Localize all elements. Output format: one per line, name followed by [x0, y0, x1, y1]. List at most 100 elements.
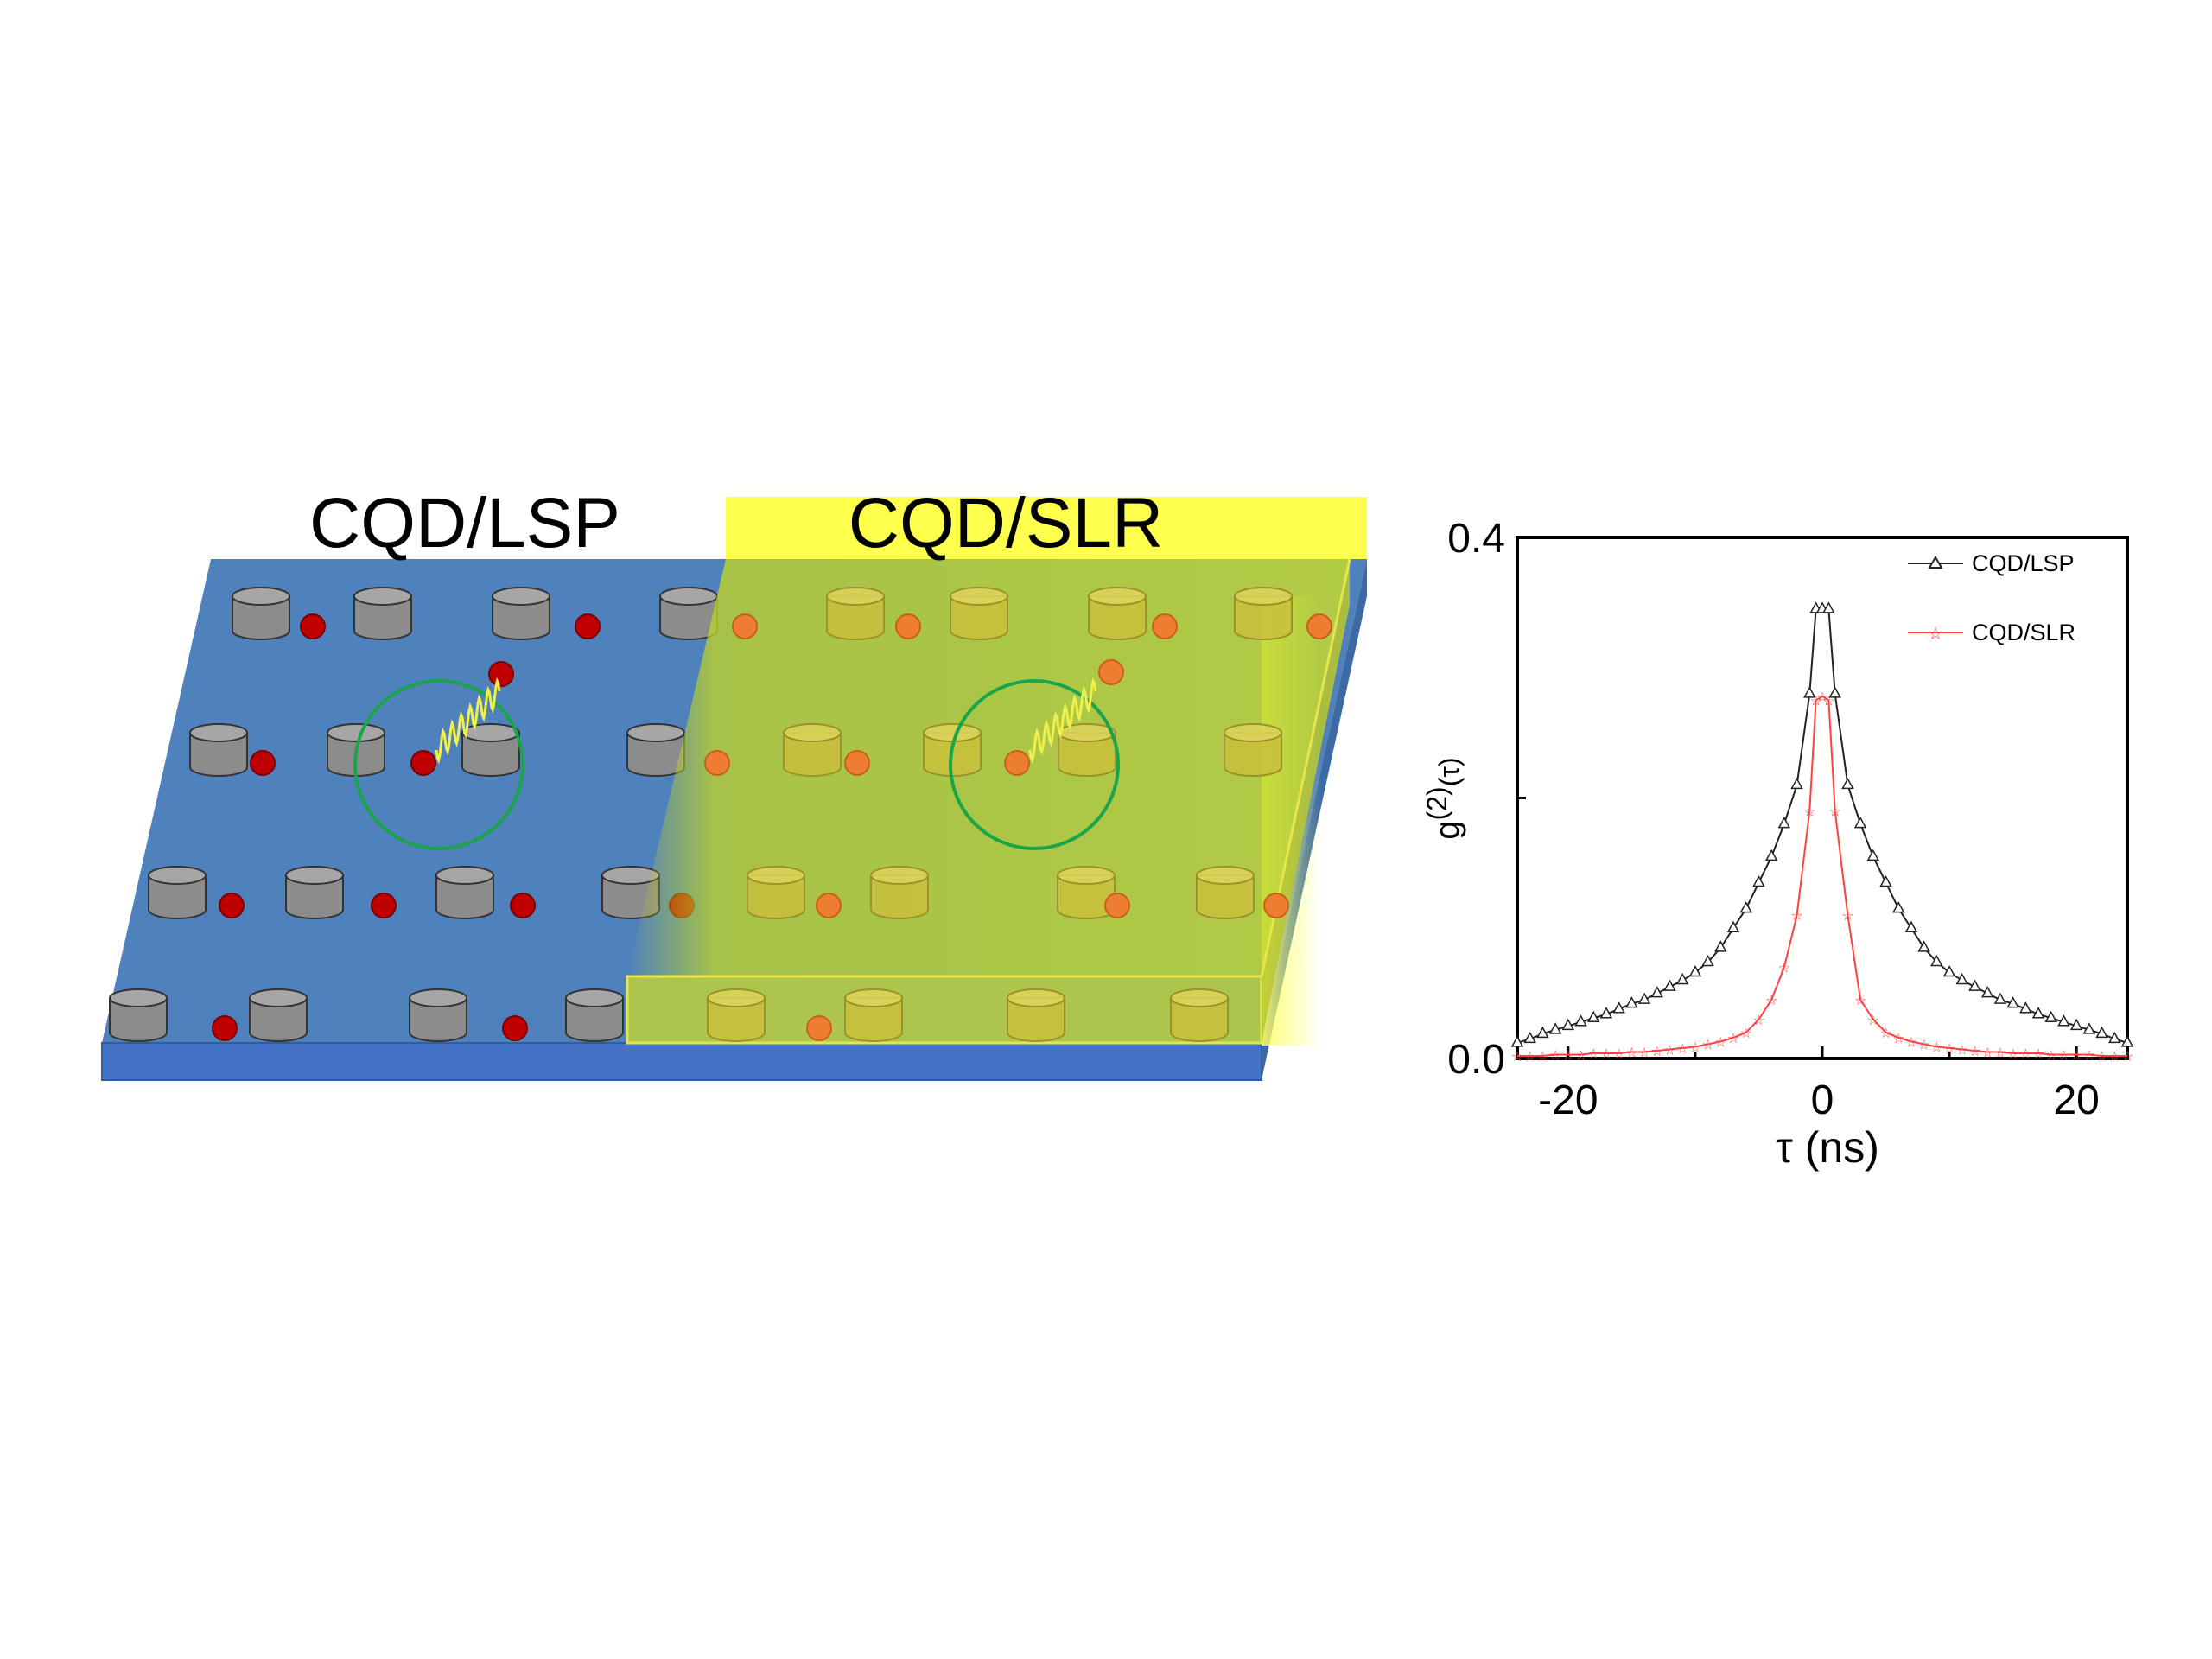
data-point-lsp — [1726, 920, 1740, 932]
chart-series: ☆ ☆ ☆ ☆ ☆ ☆ ☆ ☆ ☆ ☆ ☆ ☆ ☆ ☆ ☆ ☆ ☆ ☆ ☆☆☆☆☆☆☆☆☆☆☆☆☆☆ ☆ ☆ ☆ ☆ ☆ ☆ ☆ ☆… — [1510, 601, 2134, 1065]
nanopillar — [565, 988, 624, 1042]
data-point-slr: ☆ — [1822, 694, 1834, 709]
nanopillar-gold — [844, 988, 903, 1042]
nanopillar-gold — [950, 587, 1008, 640]
data-point-slr: ☆ — [1854, 994, 1866, 1008]
quantum-dot-red — [510, 893, 536, 918]
data-point-slr: ☆ — [1651, 1045, 1663, 1059]
slr-film-side — [1262, 559, 1350, 1043]
data-point-slr: ☆ — [1943, 1042, 1955, 1057]
data-point-lsp — [2006, 996, 2019, 1008]
quantum-dot-orange — [1004, 750, 1030, 776]
series-line-1 — [1517, 695, 2127, 1057]
data-point-lsp — [1739, 901, 1753, 913]
quantum-dot-orange — [1098, 659, 1124, 685]
data-point-lsp — [1675, 972, 1689, 985]
data-point-lsp — [1904, 920, 1918, 932]
data-point-lsp — [2044, 1010, 2058, 1023]
nanopillar — [659, 587, 718, 640]
data-point-slr: ☆ — [1917, 1038, 1929, 1052]
data-point-lsp — [1942, 964, 1956, 977]
nanopillar-gold — [826, 587, 885, 640]
data-point-slr: ☆ — [1841, 909, 1853, 924]
data-point-lsp — [1574, 1014, 1587, 1027]
data-point-lsp — [1510, 1035, 1524, 1047]
data-point-lsp — [1752, 874, 1765, 887]
data-point-lsp — [1866, 849, 1880, 861]
data-point-lsp — [2108, 1031, 2121, 1044]
x-tick-label: 0 — [1811, 1077, 1834, 1123]
data-point-slr: ☆ — [1740, 1027, 1752, 1041]
legend-marker-lsp — [1928, 556, 1943, 569]
data-point-slr: ☆ — [1981, 1046, 1993, 1060]
nanopillar-gold — [1007, 988, 1065, 1042]
legend-label-lsp: CQD/LSP — [1972, 550, 2075, 576]
data-point-slr: ☆ — [1689, 1040, 1701, 1055]
quantum-dot-red — [575, 613, 601, 639]
plot-frame — [1516, 536, 2129, 1060]
quantum-dot-orange — [806, 1015, 832, 1041]
data-point-slr: ☆ — [1600, 1047, 1612, 1062]
data-point-lsp — [1917, 940, 1930, 952]
legend-label-slr: CQD/SLR — [1972, 620, 2075, 645]
nanopillar — [285, 866, 344, 919]
quantum-dot-orange — [1263, 893, 1289, 918]
svg-text:g(2)(τ): g(2)(τ) — [1421, 757, 1466, 839]
data-point-lsp — [1586, 1010, 1600, 1023]
nanopillar-gold — [1088, 587, 1147, 640]
slr-banner — [726, 497, 1367, 559]
data-point-slr: ☆ — [2070, 1048, 2082, 1063]
data-point-slr: ☆ — [1663, 1043, 1675, 1058]
data-point-slr: ☆ — [1994, 1046, 2006, 1060]
data-point-slr: ☆ — [1765, 994, 1777, 1008]
data-point-lsp — [1548, 1022, 1562, 1034]
data-point-slr: ☆ — [1549, 1048, 1561, 1063]
nanopillar-array — [109, 587, 718, 1042]
data-point-lsp — [1701, 954, 1714, 967]
data-point-lsp — [1980, 986, 1994, 998]
quantum-dot-red — [410, 750, 436, 776]
data-point-slr: ☆ — [1892, 1032, 1904, 1046]
slr-film-top — [627, 559, 1350, 976]
data-point-lsp — [1612, 1001, 1625, 1014]
data-point-slr: ☆ — [2019, 1047, 2031, 1062]
data-point-lsp — [1930, 954, 1943, 967]
nanopillar-gold — [1170, 988, 1229, 1042]
data-point-slr: ☆ — [1524, 1050, 1536, 1065]
quantum-dot-red — [300, 613, 326, 639]
nanopillar-gold — [870, 866, 929, 919]
data-point-slr: ☆ — [2032, 1047, 2044, 1062]
nanopillar — [232, 587, 290, 640]
nanopillar-array-covered — [704, 587, 1332, 1042]
data-point-slr: ☆ — [1867, 1014, 1879, 1028]
quantum-dot-red — [371, 893, 397, 918]
data-point-lsp — [1879, 874, 1892, 887]
data-point-slr: ☆ — [1562, 1048, 1574, 1063]
data-point-slr: ☆ — [1930, 1040, 1942, 1055]
data-point-slr: ☆ — [1625, 1046, 1637, 1060]
data-point-slr: ☆ — [2108, 1050, 2120, 1065]
data-point-slr: ☆ — [1778, 961, 1790, 976]
data-point-lsp — [1599, 1007, 1613, 1019]
data-point-lsp — [1822, 601, 1835, 613]
y-tick-label: 0.0 — [1447, 1037, 1505, 1083]
x-axis-label: τ (ns) — [1776, 1123, 1879, 1172]
data-point-slr: ☆ — [1676, 1042, 1688, 1057]
label-cqd-lsp: CQD/LSP — [309, 484, 620, 563]
g2-chart: -20 0 200.00.4 ☆ ☆ ☆ ☆ ☆ ☆ ☆ ☆ ☆ ☆ ☆ ☆ ☆ ☆ ☆ ☆ ☆ ☆ ☆☆☆☆☆☆☆☆☆… — [1421, 516, 2134, 1172]
data-point-slr: ☆ — [1968, 1045, 1980, 1059]
nanopillar-gold — [1057, 866, 1116, 919]
nanopillar — [148, 866, 207, 919]
axis-ticks: -20 0 20 0.0 0.4 — [1447, 516, 2100, 1123]
quantum-dot-red — [488, 661, 514, 687]
data-point-slr: ☆ — [2045, 1048, 2057, 1063]
coupling-circle-slr — [949, 679, 1120, 850]
data-point-lsp — [2069, 1018, 2083, 1031]
data-point-lsp — [2019, 1001, 2032, 1014]
nanopillar — [626, 723, 685, 777]
x-tick-label: 20 — [2053, 1077, 2099, 1123]
data-point-slr: ☆ — [1574, 1048, 1586, 1063]
data-point-slr: ☆ — [1956, 1043, 1968, 1058]
data-point-slr: ☆ — [1587, 1047, 1599, 1062]
